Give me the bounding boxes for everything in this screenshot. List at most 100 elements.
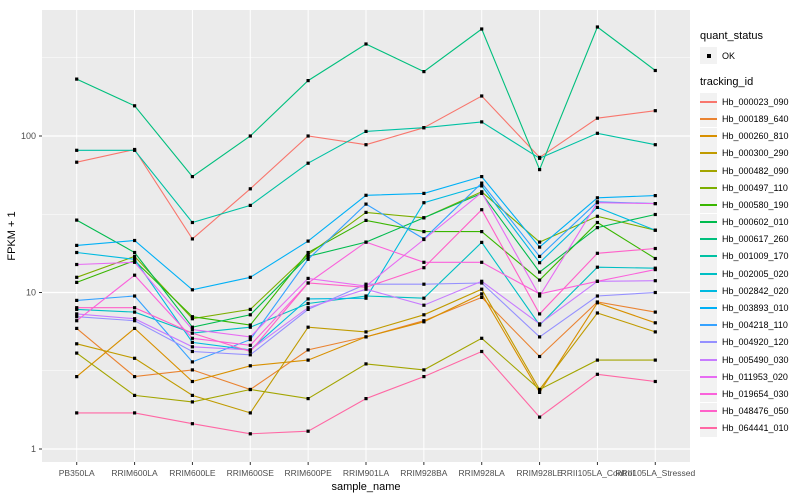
legend-key-box <box>700 47 717 65</box>
data-point <box>480 94 484 98</box>
axes: 1 10 100 PB350LA RRIM600LA RRIM600LE RRIM600SE… <box>21 131 696 478</box>
data-point <box>364 294 368 298</box>
legend-key-box <box>700 402 717 420</box>
x-tick-label: RRIM928LA <box>459 468 506 478</box>
data-point <box>480 27 484 31</box>
legend: quant_status OK tracking_id Hb_000023_09… <box>700 30 798 437</box>
data-point <box>480 336 484 340</box>
data-point <box>133 254 137 258</box>
series-color-swatch <box>700 100 717 103</box>
data-point <box>190 400 194 404</box>
x-tick-label: RRIM600LE <box>169 468 216 478</box>
data-point <box>653 358 657 362</box>
legend-entry-Hb_000023_090: Hb_000023_090 <box>700 93 798 111</box>
data-point <box>248 335 252 339</box>
series-color-swatch <box>700 272 717 275</box>
data-point <box>75 218 79 222</box>
data-point <box>306 325 310 329</box>
legend-entry-label: Hb_003893_010 <box>722 303 789 314</box>
data-point <box>653 321 657 325</box>
series-points-Hb_000580_190 <box>75 218 657 327</box>
data-point <box>595 251 599 255</box>
x-tick-label: RRIM901LA <box>343 468 390 478</box>
legend-entry-Hb_002005_020: Hb_002005_020 <box>700 265 798 283</box>
data-point <box>538 390 542 394</box>
legend-entry-Hb_002842_020: Hb_002842_020 <box>700 282 798 300</box>
data-point <box>480 279 484 283</box>
legend-entry-label: Hb_005490_030 <box>722 354 789 365</box>
data-point <box>422 237 426 242</box>
data-point <box>480 184 484 188</box>
data-point <box>248 313 252 317</box>
data-point <box>653 212 657 217</box>
data-point <box>306 301 310 306</box>
legend-key-box <box>700 230 717 248</box>
data-point <box>538 278 542 282</box>
data-point <box>595 214 599 218</box>
data-point <box>422 266 426 270</box>
data-point <box>306 429 310 433</box>
legend-entry-label: Hb_019654_030 <box>722 388 789 399</box>
data-point <box>653 202 657 206</box>
data-point <box>480 120 484 124</box>
legend-entry-label: Hb_001009_170 <box>722 251 789 262</box>
data-point <box>538 254 542 258</box>
legend-entry-label: Hb_000300_290 <box>722 148 789 159</box>
x-tick-label: RRIM600SE <box>227 468 275 478</box>
x-axis-title: sample_name <box>331 481 401 493</box>
series-color-swatch <box>700 135 717 138</box>
legend-title-tracking-id: tracking_id <box>700 76 754 89</box>
data-point <box>133 306 137 310</box>
series-color-swatch <box>700 152 717 155</box>
data-point <box>653 256 657 261</box>
data-point <box>248 325 252 329</box>
legend-entry-label: Hb_000580_190 <box>722 199 789 210</box>
data-point <box>248 343 252 347</box>
data-point <box>190 345 194 349</box>
data-point <box>653 290 657 295</box>
data-point <box>653 268 657 272</box>
data-point <box>595 25 599 29</box>
data-point <box>422 191 426 195</box>
data-point <box>538 261 542 265</box>
data-point <box>422 303 426 307</box>
x-tick-label: RRIM928BA <box>400 468 448 478</box>
data-point <box>422 216 426 220</box>
data-point <box>480 281 484 285</box>
legend-key-box <box>700 282 717 300</box>
data-point <box>653 330 657 334</box>
y-tick-label: 100 <box>21 131 36 141</box>
data-point <box>480 295 484 299</box>
series-color-swatch <box>700 307 717 310</box>
legend-entry-label: OK <box>722 50 736 61</box>
series-color-swatch <box>700 221 717 224</box>
data-point <box>75 315 79 319</box>
data-point <box>75 351 79 355</box>
legend-key-box <box>700 144 717 162</box>
data-point <box>75 326 79 330</box>
data-point <box>75 375 79 379</box>
data-point <box>75 160 79 164</box>
data-point <box>595 279 599 283</box>
series-color-swatch <box>700 203 717 206</box>
data-point <box>248 432 252 436</box>
legend-entry-Hb_000602_010: Hb_000602_010 <box>700 213 798 231</box>
legend-entry-label: Hb_004218_110 <box>722 320 788 331</box>
data-point <box>190 315 194 319</box>
data-point <box>190 336 194 340</box>
data-point <box>595 358 599 362</box>
series-color-swatch <box>700 427 717 430</box>
legend-key-box <box>700 316 717 334</box>
data-point <box>248 349 252 354</box>
data-point <box>190 379 194 384</box>
legend-key-box <box>700 213 717 231</box>
x-tick-label: RRIM600PE <box>285 468 333 478</box>
legend-entry-Hb_000189_640: Hb_000189_640 <box>700 110 798 128</box>
data-point <box>248 411 252 415</box>
legend-key-box <box>700 385 717 403</box>
data-point <box>422 201 426 205</box>
data-point <box>133 317 137 321</box>
data-point <box>190 327 194 332</box>
legend-entry-label: Hb_000023_090 <box>722 96 789 107</box>
data-point <box>364 240 368 244</box>
